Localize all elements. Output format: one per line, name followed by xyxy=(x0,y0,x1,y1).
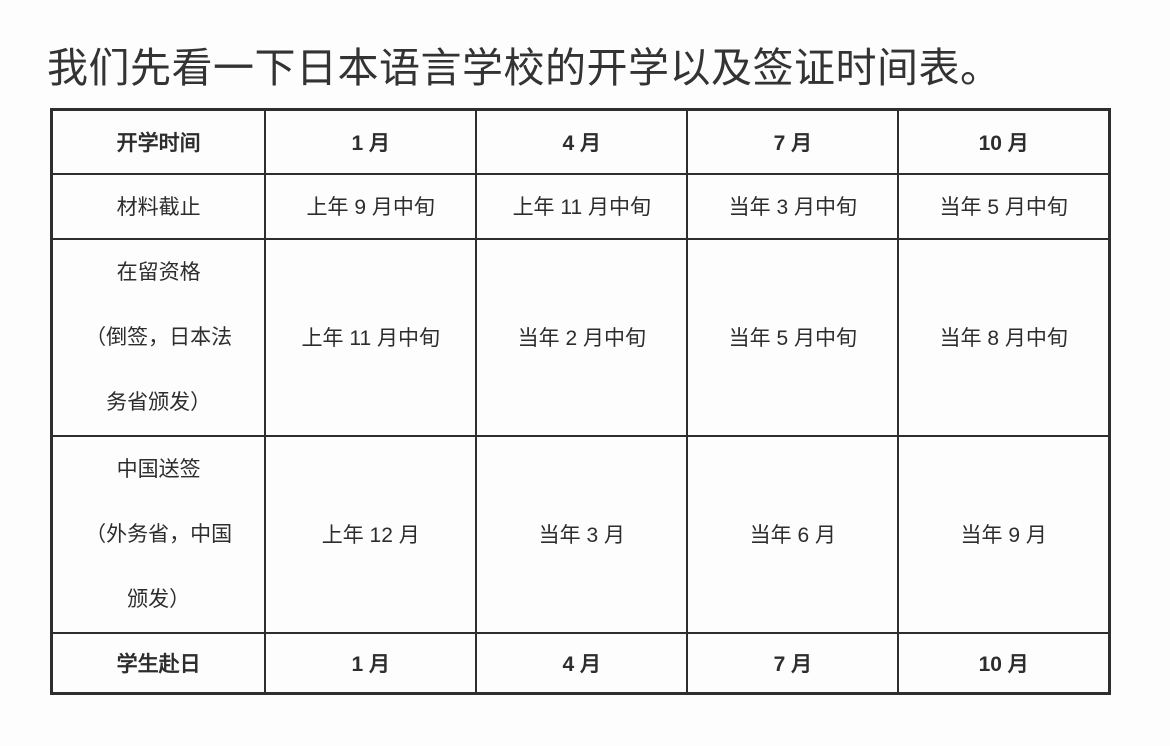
table-cell: 上年 9 月中旬 xyxy=(264,172,478,240)
table-row-china-visa-submission: 中国送签 （外务省，中国 颁发） 上年 12 月 当年 3 月 当年 6 月 当… xyxy=(50,434,1111,634)
table-cell: 上年 11 月中旬 xyxy=(475,172,689,240)
table-cell: 10 月 xyxy=(897,631,1111,695)
table-row-student-departure: 学生赴日 1 月 4 月 7 月 10 月 xyxy=(50,631,1111,695)
row-label: 材料截止 xyxy=(50,172,267,240)
table-row-residence-status: 在留资格 （倒签，日本法 务省颁发） 上年 11 月中旬 当年 2 月中旬 当年… xyxy=(50,237,1111,437)
row-label: 在留资格 （倒签，日本法 务省颁发） xyxy=(50,237,267,437)
header-cell-jan: 1 月 xyxy=(264,108,478,175)
table-cell: 上年 12 月 xyxy=(264,434,478,634)
table-cell: 当年 3 月中旬 xyxy=(686,172,900,240)
table-header-row: 开学时间 1 月 4 月 7 月 10 月 xyxy=(50,108,1111,175)
header-cell-apr: 4 月 xyxy=(475,108,689,175)
header-cell-jul: 7 月 xyxy=(686,108,900,175)
header-cell-oct: 10 月 xyxy=(897,108,1111,175)
table-cell: 当年 5 月中旬 xyxy=(897,172,1111,240)
table-cell: 当年 9 月 xyxy=(897,434,1111,634)
table-cell: 当年 5 月中旬 xyxy=(686,237,900,437)
table-cell: 7 月 xyxy=(686,631,900,695)
table-row-material-deadline: 材料截止 上年 9 月中旬 上年 11 月中旬 当年 3 月中旬 当年 5 月中… xyxy=(50,172,1111,240)
table-cell: 当年 8 月中旬 xyxy=(897,237,1111,437)
page-title: 我们先看一下日本语言学校的开学以及签证时间表。 xyxy=(47,45,1002,91)
table-cell: 当年 6 月 xyxy=(686,434,900,634)
table-cell: 当年 2 月中旬 xyxy=(475,237,689,437)
table-cell: 当年 3 月 xyxy=(475,434,689,634)
header-cell-start-time: 开学时间 xyxy=(50,108,267,175)
row-label: 学生赴日 xyxy=(50,631,267,695)
table-cell: 4 月 xyxy=(475,631,689,695)
row-label: 中国送签 （外务省，中国 颁发） xyxy=(50,434,267,634)
table-cell: 1 月 xyxy=(264,631,478,695)
table-cell: 上年 11 月中旬 xyxy=(264,237,478,437)
visa-schedule-table: 开学时间 1 月 4 月 7 月 10 月 材料截止 上年 9 月中旬 上年 1… xyxy=(50,108,1111,695)
